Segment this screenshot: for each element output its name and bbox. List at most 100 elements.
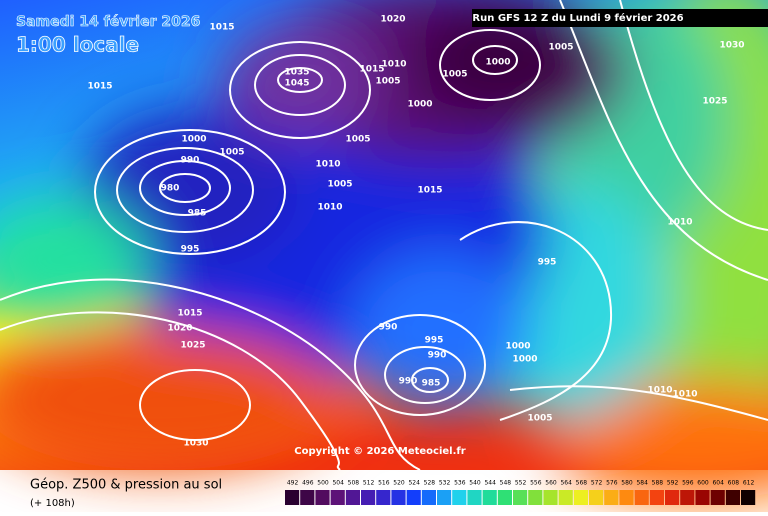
- isobar-label: 1000: [407, 100, 432, 110]
- scale-label: 592: [667, 480, 679, 487]
- scale-label: 520: [393, 480, 405, 487]
- scale-label: 556: [530, 480, 542, 487]
- isobar-label: 990: [379, 323, 398, 333]
- scale-swatch: [604, 490, 619, 505]
- scale-label: 588: [652, 480, 664, 487]
- scale-label: 568: [576, 480, 588, 487]
- scale-swatch: [315, 490, 330, 505]
- scale-swatch: [361, 490, 376, 505]
- scale-label: 536: [454, 480, 466, 487]
- scale-label: 608: [728, 480, 740, 487]
- scale-label: 572: [591, 480, 603, 487]
- scale-label: 552: [515, 480, 527, 487]
- isobar-label: 990: [428, 351, 447, 361]
- scale-label: 500: [317, 480, 329, 487]
- scale-label: 596: [682, 480, 694, 487]
- map: 1015 1000 990 980 985 995 1005 1010 1005 1010 1005…: [0, 0, 768, 500]
- scale-swatch: [649, 490, 664, 505]
- scale-label: 580: [621, 480, 633, 487]
- copyright: Copyright © 2026 Meteociel.fr: [294, 446, 465, 457]
- isobar-label: 1020: [380, 15, 405, 25]
- scale-label: 528: [424, 480, 436, 487]
- scale-swatch: [695, 490, 710, 505]
- isobar-label: 1010: [647, 386, 672, 396]
- scale-label: 508: [348, 480, 360, 487]
- scale-swatch: [300, 490, 315, 505]
- isobar-label: 995: [425, 336, 444, 346]
- isobar-label: 1030: [183, 439, 208, 449]
- isobar-label: 1005: [442, 70, 467, 80]
- isobar-label: 1015: [87, 82, 112, 92]
- scale-label: 532: [439, 480, 451, 487]
- isobar-label: 1015: [417, 186, 442, 196]
- scale-label: 560: [545, 480, 557, 487]
- scale-label: 600: [697, 480, 709, 487]
- scale-swatch: [467, 490, 482, 505]
- scale-label: 492: [287, 480, 299, 487]
- scale-swatch: [452, 490, 467, 505]
- isobar-label: 1025: [702, 97, 727, 107]
- isobar-label: 990: [181, 156, 200, 166]
- scale-label: 524: [408, 480, 420, 487]
- forecast-date: Samedi 14 février 2026: [16, 14, 200, 30]
- scale-label: 612: [743, 480, 755, 487]
- scale-label: 544: [484, 480, 496, 487]
- scale-swatch: [741, 490, 756, 505]
- isobar-label: 1000: [505, 342, 530, 352]
- scale-label: 564: [560, 480, 572, 487]
- isobar-label: 1010: [672, 390, 697, 400]
- isobars: [0, 0, 768, 470]
- isobar-label: 1010: [317, 203, 342, 213]
- scale-swatch: [589, 490, 604, 505]
- scale-swatch: [437, 490, 452, 505]
- scale-swatch: [543, 490, 558, 505]
- isobar-label: 1005: [327, 180, 352, 190]
- scale-swatch: [285, 490, 300, 505]
- isobar-label: 1045: [284, 79, 309, 89]
- isobar-label: 1005: [527, 414, 552, 424]
- scale-label: 540: [469, 480, 481, 487]
- isobar-label: 1015: [209, 23, 234, 33]
- isobar-label: 1005: [375, 77, 400, 87]
- isobar-label: 1000: [181, 135, 206, 145]
- isobar-label: 1005: [345, 135, 370, 145]
- lead-time: (+ 108h): [30, 498, 75, 509]
- scale-swatch: [330, 490, 345, 505]
- scale-label: 504: [332, 480, 344, 487]
- scale-label: 516: [378, 480, 390, 487]
- scale-swatch: [421, 490, 436, 505]
- scale-swatch: [665, 490, 680, 505]
- scale-label: 576: [606, 480, 618, 487]
- isobar-label: 990: [399, 377, 418, 387]
- isobar-label: 1025: [180, 341, 205, 351]
- isobar-label: 1000: [512, 355, 537, 365]
- scale-swatch: [376, 490, 391, 505]
- scale-label: 584: [636, 480, 648, 487]
- scale-label: 512: [363, 480, 375, 487]
- isobar-label: 1010: [667, 218, 692, 228]
- scale-swatch: [558, 490, 573, 505]
- scale-swatch: [513, 490, 528, 505]
- isobar-label: 1005: [219, 148, 244, 158]
- scale-label: 496: [302, 480, 314, 487]
- isobar-label: 1030: [719, 41, 744, 51]
- scale-swatch: [680, 490, 695, 505]
- isobar-labels: 1015 1000 990 980 985 995 1005 1010 1005 1010 1005…: [87, 15, 744, 449]
- scale-swatch: [406, 490, 421, 505]
- scale-swatch: [391, 490, 406, 505]
- isobar-label: 995: [181, 245, 200, 255]
- scale-swatch: [345, 490, 360, 505]
- scale-swatch: [482, 490, 497, 505]
- isobar-label: 1015: [359, 65, 384, 75]
- isobar-label: 1010: [381, 60, 406, 70]
- isobar-label: 995: [538, 258, 557, 268]
- isobar-label: 1015: [177, 309, 202, 319]
- run-banner: [472, 9, 768, 27]
- isobar-label: 985: [188, 209, 207, 219]
- isobar-label: 1000: [485, 58, 510, 68]
- scale-swatch: [619, 490, 634, 505]
- scale-swatch: [710, 490, 725, 505]
- isobar-label: 985: [422, 379, 441, 389]
- isobar-label: 1020: [167, 324, 192, 334]
